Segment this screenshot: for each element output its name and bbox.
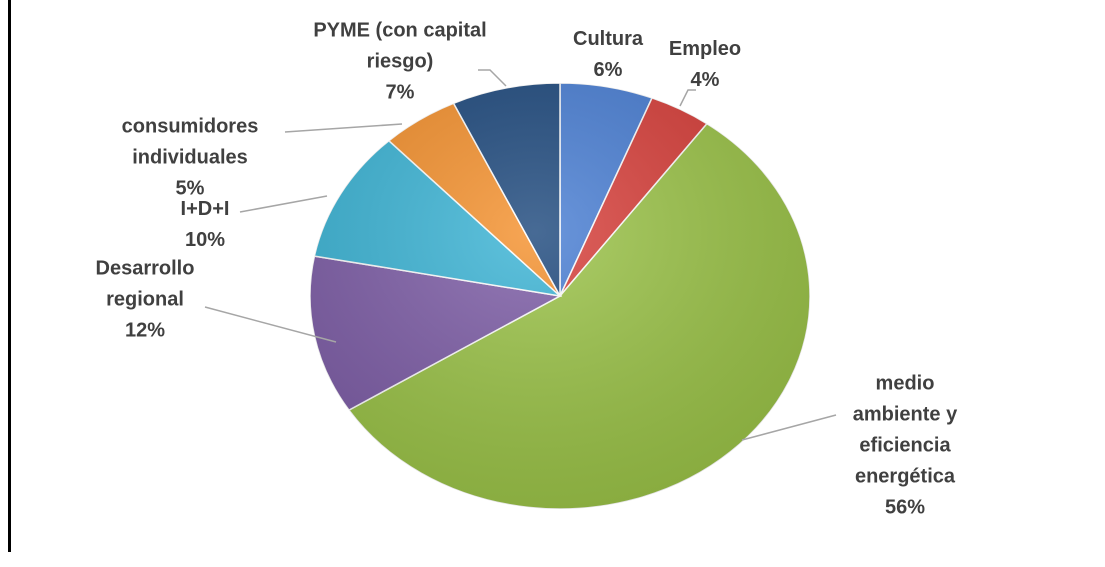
category-label: medio ambiente y eficiencia energética xyxy=(852,372,958,488)
category-label: Empleo xyxy=(668,38,742,60)
slice-label: PYME (con capital riesgo) 7% xyxy=(311,16,489,109)
slices xyxy=(309,82,811,510)
value-label: 56% xyxy=(884,496,926,519)
value-label: 10% xyxy=(184,229,226,251)
slice-label: Desarrollo regional 12% xyxy=(80,254,210,347)
slice-label: I+D+I 10% xyxy=(155,194,255,256)
slice-label: consumidores individuales 5% xyxy=(95,112,285,205)
value-label: 5% xyxy=(175,177,205,200)
value-label: 12% xyxy=(124,319,166,342)
category-label: I+D+I xyxy=(180,198,230,220)
slice-label: Empleo 4% xyxy=(655,34,755,96)
left-border xyxy=(8,0,11,552)
leader-line xyxy=(204,306,337,343)
category-label: PYME (con capital riesgo) xyxy=(313,19,487,73)
leader-line xyxy=(478,69,507,87)
leader-line xyxy=(239,195,328,213)
category-label: Cultura xyxy=(573,28,643,50)
slice-label: medio ambiente y eficiencia energética 56… xyxy=(840,369,970,524)
category-label: Desarrollo regional xyxy=(95,257,195,311)
leader-line xyxy=(679,89,696,107)
value-label: 4% xyxy=(690,69,720,91)
leader-line xyxy=(284,123,403,133)
value-label: 6% xyxy=(593,59,623,81)
value-label: 7% xyxy=(385,81,415,104)
slice-label: Cultura 6% xyxy=(548,24,668,86)
category-label: consumidores individuales xyxy=(121,115,259,169)
leader-line xyxy=(741,414,837,441)
